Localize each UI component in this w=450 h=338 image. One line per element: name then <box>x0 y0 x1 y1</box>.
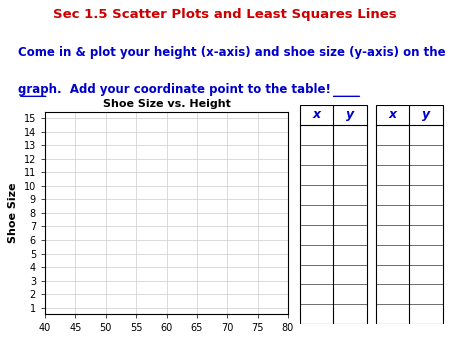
Text: Sec 1.5 Scatter Plots and Least Squares Lines: Sec 1.5 Scatter Plots and Least Squares … <box>53 8 397 21</box>
Text: graph.  Add your coordinate point to the table!: graph. Add your coordinate point to the … <box>18 83 331 96</box>
Y-axis label: Shoe Size: Shoe Size <box>8 183 18 243</box>
Title: Shoe Size vs. Height: Shoe Size vs. Height <box>103 99 230 110</box>
Text: y: y <box>346 108 354 121</box>
Text: x: x <box>388 108 396 121</box>
Text: y: y <box>422 108 430 121</box>
Text: x: x <box>313 108 321 121</box>
Text: Come in & plot your height (x-axis) and shoe size (y-axis) on the: Come in & plot your height (x-axis) and … <box>18 46 446 58</box>
